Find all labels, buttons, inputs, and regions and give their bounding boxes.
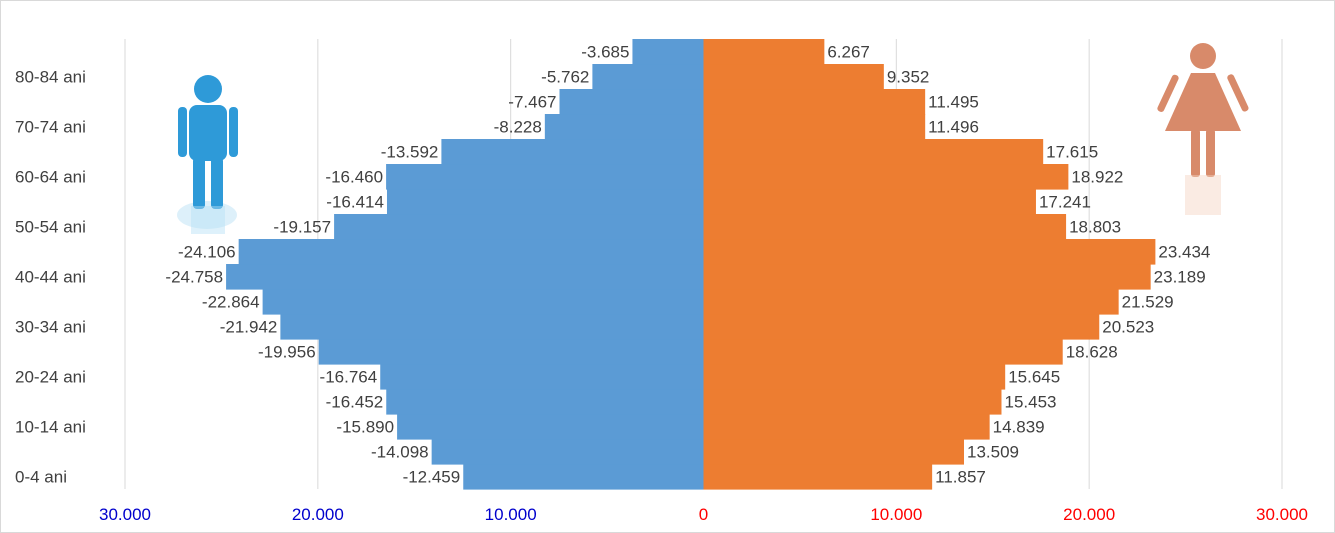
bar-male: [386, 164, 704, 190]
bar-male: [559, 89, 704, 115]
bar-male: [280, 314, 704, 340]
data-label-male: -16.414: [326, 193, 384, 212]
bar-male: [334, 214, 704, 240]
data-label-female: 9.352: [887, 68, 930, 87]
data-label-female: 18.803: [1069, 218, 1121, 237]
bar-male: [592, 64, 704, 90]
bar-male: [262, 289, 704, 315]
data-label-male: -21.942: [220, 318, 278, 337]
y-tick-label: 0-4 ani: [15, 468, 67, 487]
data-label-female: 17.615: [1046, 143, 1098, 162]
y-tick-label: 70-74 ani: [15, 118, 86, 137]
bar-female: [703, 339, 1063, 365]
bar-male: [463, 464, 704, 490]
y-tick-label: 10-14 ani: [15, 418, 86, 437]
x-tick-label: 30.000: [99, 505, 151, 524]
bar-male: [238, 239, 704, 265]
x-tick-label: 0: [699, 505, 708, 524]
data-label-female: 15.645: [1008, 368, 1060, 387]
y-tick-label: 30-34 ani: [15, 318, 86, 337]
bars: [226, 39, 1156, 490]
bar-male: [226, 264, 704, 290]
data-label-female: 23.434: [1158, 243, 1210, 262]
data-label-female: 23.189: [1154, 268, 1206, 287]
data-label-female: 18.628: [1066, 343, 1118, 362]
bar-female: [703, 364, 1006, 390]
data-label-male: -3.685: [581, 43, 629, 62]
bar-female: [703, 264, 1151, 290]
female-person-icon: [1157, 43, 1249, 215]
data-label-male: -5.762: [541, 68, 589, 87]
x-tick-label: 30.000: [1256, 505, 1308, 524]
data-label-female: 11.495: [928, 93, 979, 112]
bar-female: [703, 464, 933, 490]
data-label-female: 14.839: [993, 418, 1045, 437]
y-tick-label: 50-54 ani: [15, 218, 86, 237]
x-tick-label: 10.000: [485, 505, 537, 524]
data-label-female: 20.523: [1102, 318, 1154, 337]
data-label-male: -14.098: [371, 443, 429, 462]
bar-female: [703, 39, 825, 65]
data-label-female: 6.267: [827, 43, 870, 62]
data-label-male: -19.956: [258, 343, 316, 362]
data-label-male: -7.467: [508, 93, 556, 112]
bar-female: [703, 439, 964, 465]
data-label-male: -15.890: [336, 418, 394, 437]
bar-female: [703, 114, 926, 140]
data-label-female: 17.241: [1039, 193, 1091, 212]
data-label-female: 18.922: [1071, 168, 1123, 187]
bar-female: [703, 414, 990, 440]
data-label-male: -16.452: [326, 393, 384, 412]
data-label-female: 15.453: [1004, 393, 1056, 412]
data-label-male: -8.228: [494, 118, 542, 137]
data-label-male: -24.758: [165, 268, 223, 287]
data-label-male: -12.459: [403, 468, 461, 487]
data-label-male: -16.764: [320, 368, 378, 387]
data-labels: -12.459 -14.098 -15.890 -16.452 -16.764-19.9…: [165, 43, 1210, 487]
y-tick-label: 80-84 ani: [15, 68, 86, 87]
bar-female: [703, 164, 1069, 190]
x-axis-labels: 30.000 20.000 10.000 0 10.000 20.000 30.000: [99, 505, 1308, 524]
bar-female: [703, 89, 926, 115]
x-tick-label: 10.000: [870, 505, 922, 524]
y-tick-label: 40-44 ani: [15, 268, 86, 287]
y-tick-label: 20-24 ani: [15, 368, 86, 387]
bar-male: [386, 189, 704, 215]
bar-male: [397, 414, 704, 440]
bar-male: [380, 364, 704, 390]
bar-female: [703, 189, 1036, 215]
data-label-male: -19.157: [273, 218, 331, 237]
data-label-female: 11.857: [935, 468, 986, 487]
bar-female: [703, 289, 1119, 315]
y-tick-label: 60-64 ani: [15, 168, 86, 187]
data-label-female: 13.509: [967, 443, 1019, 462]
bar-male: [431, 439, 704, 465]
x-tick-label: 20.000: [1063, 505, 1115, 524]
data-label-male: -13.592: [381, 143, 439, 162]
bar-female: [703, 139, 1044, 165]
bar-female: [703, 214, 1067, 240]
bar-male: [386, 389, 704, 415]
bar-female: [703, 389, 1002, 415]
male-person-icon: [177, 75, 238, 234]
data-label-female: 21.529: [1122, 293, 1174, 312]
bar-female: [703, 239, 1156, 265]
bar-male: [632, 39, 704, 65]
data-label-male: -22.864: [202, 293, 260, 312]
bar-male: [318, 339, 704, 365]
data-label-female: 11.496: [928, 118, 979, 137]
bar-male: [544, 114, 704, 140]
y-axis-labels: 0-4 ani 10-14 ani 20-24 ani 30-34 ani 40-44 …: [15, 68, 86, 487]
bar-male: [441, 139, 704, 165]
data-label-male: -24.106: [178, 243, 236, 262]
x-tick-label: 20.000: [292, 505, 344, 524]
bar-female: [703, 64, 884, 90]
bar-female: [703, 314, 1100, 340]
data-label-male: -16.460: [325, 168, 383, 187]
